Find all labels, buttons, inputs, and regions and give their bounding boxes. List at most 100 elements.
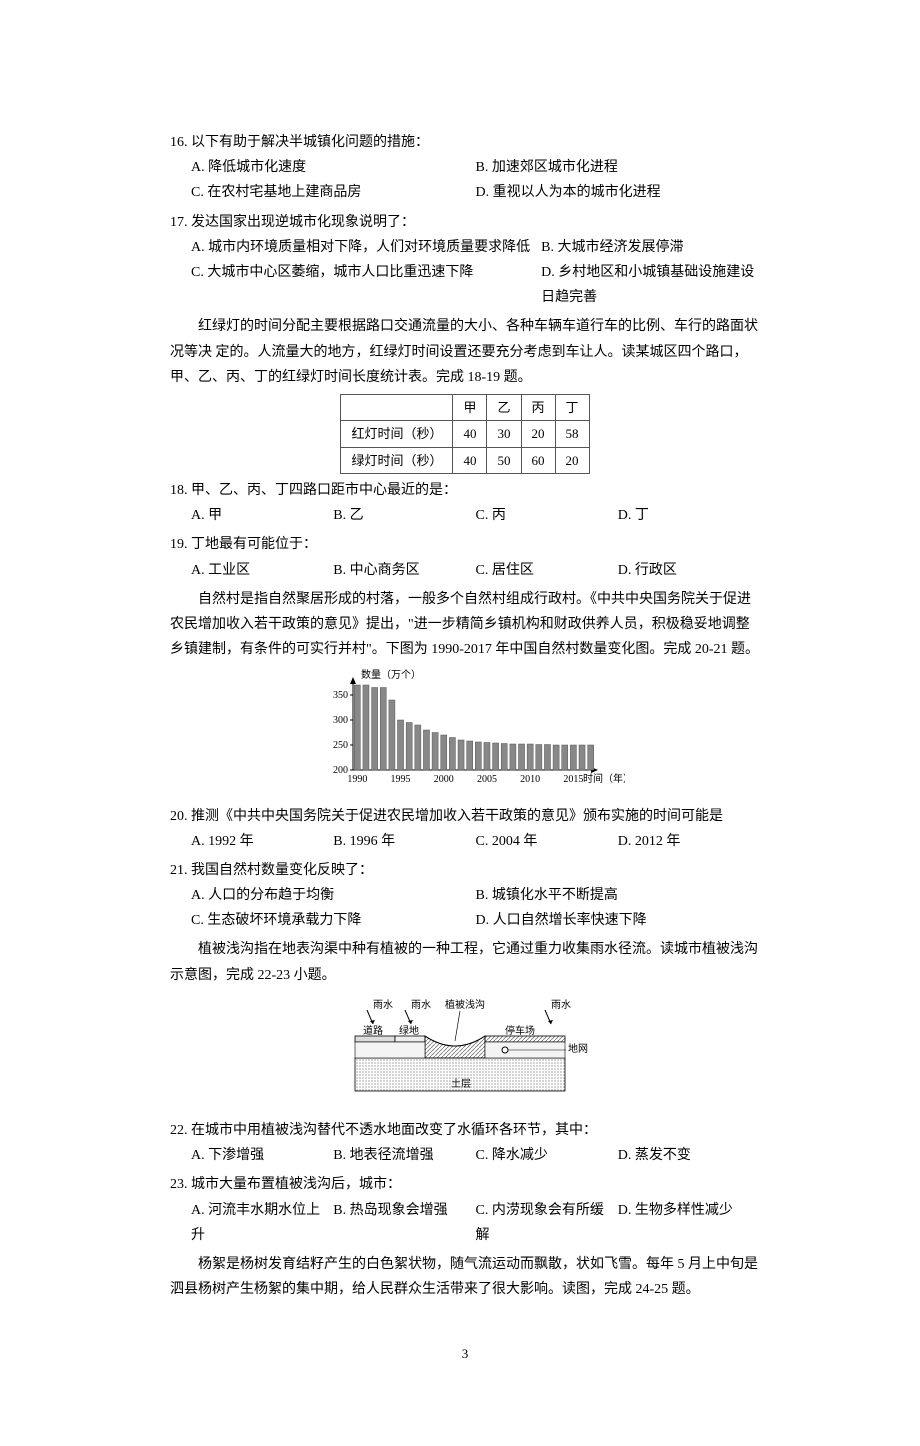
cell: 50: [487, 447, 521, 473]
q17-row1: A. 城市内环境质量相对下降，人们对环境质量要求降低 B. 大城市经济发展停滞: [170, 235, 760, 260]
q18-opt-c: C. 丙: [476, 503, 618, 528]
q19-stem: 19. 丁地最有可能位于：: [170, 532, 760, 557]
vegetation-gutter-diagram: 雨水 雨水 植被浅沟 雨水道路 绿地 停车场地网土层: [170, 996, 760, 1110]
question-22: 22. 在城市中用植被浅沟替代不透水地面改变了水循环各环节，其中： A. 下渗增…: [170, 1118, 760, 1168]
q23-opt-c: C. 内涝现象会有所缓解: [476, 1198, 618, 1248]
q16-row1: A. 降低城市化速度 B. 加速郊区城市化进程: [170, 155, 760, 180]
q22-stem: 22. 在城市中用植被浅沟替代不透水地面改变了水循环各环节，其中：: [170, 1118, 760, 1143]
q17-stem: 17. 发达国家出现逆城市化现象说明了：: [170, 210, 760, 235]
table-row: 甲 乙 丙 丁: [341, 394, 589, 420]
svg-text:植被浅沟: 植被浅沟: [445, 998, 485, 1011]
q22-opt-d: D. 蒸发不变: [618, 1143, 760, 1168]
q20-options: A. 1992 年 B. 1996 年 C. 2004 年 D. 2012 年: [170, 829, 760, 854]
passage-24-25: 杨絮是杨树发育结籽产生的白色絮状物，随气流运动而飘散，状如飞雪。每年 5 月上中…: [170, 1252, 760, 1302]
svg-text:绿地: 绿地: [399, 1024, 419, 1037]
svg-text:停车场: 停车场: [505, 1024, 535, 1037]
q17-opt-b: B. 大城市经济发展停滞: [541, 235, 760, 260]
question-17: 17. 发达国家出现逆城市化现象说明了： A. 城市内环境质量相对下降，人们对环…: [170, 210, 760, 311]
q22-options: A. 下渗增强 B. 地表径流增强 C. 降水减少 D. 蒸发不变: [170, 1143, 760, 1168]
passage-20-21: 自然村是指自然聚居形成的村落，一般多个自然村组成行政村。《中共中央国务院关于促进…: [170, 587, 760, 663]
svg-text:地网: 地网: [568, 1042, 588, 1055]
q18-options: A. 甲 B. 乙 C. 丙 D. 丁: [170, 503, 760, 528]
q16-opt-b: B. 加速郊区城市化进程: [476, 155, 761, 180]
q21-row2: C. 生态破坏环境承载力下降 D. 人口自然增长率快速下降: [170, 908, 760, 933]
q18-stem: 18. 甲、乙、丙、丁四路口距市中心最近的是：: [170, 478, 760, 503]
q23-stem: 23. 城市大量布置植被浅沟后，城市：: [170, 1172, 760, 1197]
svg-text:250: 250: [333, 740, 348, 751]
cell: 30: [487, 421, 521, 447]
th-jia: 甲: [453, 394, 487, 420]
q21-row1: A. 人口的分布趋于均衡 B. 城镇化水平不断提高: [170, 883, 760, 908]
svg-text:数量（万个）: 数量（万个）: [361, 668, 421, 681]
traffic-light-table: 甲 乙 丙 丁 红灯时间（秒） 40 30 20 58 绿灯时间（秒） 40 5…: [340, 394, 589, 474]
cell: 58: [555, 421, 589, 447]
question-19: 19. 丁地最有可能位于： A. 工业区 B. 中心商务区 C. 居住区 D. …: [170, 532, 760, 582]
svg-text:雨水: 雨水: [373, 999, 393, 1011]
svg-text:雨水: 雨水: [551, 999, 571, 1011]
question-20: 20. 推测《中共中央国务院关于促进农民增加收入若干政策的意见》颁布实施的时间可…: [170, 804, 760, 854]
passage-18-19: 红绿灯的时间分配主要根据路口交通流量的大小、各种车辆车道行车的比例、车行的路面状…: [170, 314, 760, 390]
th-yi: 乙: [487, 394, 521, 420]
q16-opt-a: A. 降低城市化速度: [191, 155, 476, 180]
q22-opt-c: C. 降水减少: [476, 1143, 618, 1168]
q18-opt-b: B. 乙: [333, 503, 475, 528]
q23-opt-b: B. 热岛现象会增强: [333, 1198, 475, 1248]
svg-text:2000: 2000: [434, 774, 454, 785]
q19-opt-d: D. 行政区: [618, 558, 760, 583]
th-ding: 丁: [555, 394, 589, 420]
cell: 60: [521, 447, 555, 473]
svg-text:350: 350: [333, 690, 348, 701]
q19-opt-c: C. 居住区: [476, 558, 618, 583]
q20-stem: 20. 推测《中共中央国务院关于促进农民增加收入若干政策的意见》颁布实施的时间可…: [170, 804, 760, 829]
q21-opt-b: B. 城镇化水平不断提高: [476, 883, 761, 908]
q22-opt-a: A. 下渗增强: [191, 1143, 333, 1168]
village-count-chart: 200250300350数量（万个）时间（年）19901995200020052…: [170, 668, 760, 797]
svg-text:雨水: 雨水: [411, 999, 431, 1011]
q17-opt-d: D. 乡村地区和小城镇基础设施建设日趋完善: [541, 260, 760, 310]
row-green-label: 绿灯时间（秒）: [341, 447, 453, 473]
cell: 20: [555, 447, 589, 473]
q16-opt-c: C. 在农村宅基地上建商品房: [191, 180, 476, 205]
svg-text:2015: 2015: [563, 774, 583, 785]
q22-opt-b: B. 地表径流增强: [333, 1143, 475, 1168]
question-16: 16. 以下有助于解决半城镇化问题的措施： A. 降低城市化速度 B. 加速郊区…: [170, 130, 760, 206]
question-21: 21. 我国自然村数量变化反映了： A. 人口的分布趋于均衡 B. 城镇化水平不…: [170, 858, 760, 934]
svg-text:2010: 2010: [520, 774, 540, 785]
q16-opt-d: D. 重视以人为本的城市化进程: [476, 180, 761, 205]
q20-opt-c: C. 2004 年: [476, 829, 618, 854]
q23-opt-a: A. 河流丰水期水位上升: [191, 1198, 333, 1248]
row-red-label: 红灯时间（秒）: [341, 421, 453, 447]
q20-opt-d: D. 2012 年: [618, 829, 760, 854]
q17-row2: C. 大城市中心区萎缩，城市人口比重迅速下降 D. 乡村地区和小城镇基础设施建设…: [170, 260, 760, 310]
cell: 40: [453, 447, 487, 473]
q16-row2: C. 在农村宅基地上建商品房 D. 重视以人为本的城市化进程: [170, 180, 760, 205]
question-18: 18. 甲、乙、丙、丁四路口距市中心最近的是： A. 甲 B. 乙 C. 丙 D…: [170, 478, 760, 528]
svg-text:1995: 1995: [391, 774, 411, 785]
q23-opt-d: D. 生物多样性减少: [618, 1198, 760, 1248]
q21-opt-a: A. 人口的分布趋于均衡: [191, 883, 476, 908]
svg-text:道路: 道路: [363, 1024, 383, 1037]
svg-text:200: 200: [333, 765, 348, 776]
svg-text:土层: 土层: [451, 1077, 471, 1090]
q19-options: A. 工业区 B. 中心商务区 C. 居住区 D. 行政区: [170, 558, 760, 583]
q18-opt-d: D. 丁: [618, 503, 760, 528]
table-row: 红灯时间（秒） 40 30 20 58: [341, 421, 589, 447]
q21-opt-d: D. 人口自然增长率快速下降: [476, 908, 761, 933]
th-blank: [341, 394, 453, 420]
q19-opt-a: A. 工业区: [191, 558, 333, 583]
cross-section-diagram: 雨水 雨水 植被浅沟 雨水道路 绿地 停车场地网土层: [335, 996, 595, 1101]
q20-opt-b: B. 1996 年: [333, 829, 475, 854]
cell: 40: [453, 421, 487, 447]
svg-text:1990: 1990: [347, 774, 367, 785]
svg-text:300: 300: [333, 715, 348, 726]
svg-text:时间（年）: 时间（年）: [583, 772, 625, 785]
page-number: 3: [170, 1342, 760, 1365]
bar-chart: 200250300350数量（万个）时间（年）19901995200020052…: [305, 668, 625, 788]
q23-options: A. 河流丰水期水位上升 B. 热岛现象会增强 C. 内涝现象会有所缓解 D. …: [170, 1198, 760, 1248]
th-bing: 丙: [521, 394, 555, 420]
cell: 20: [521, 421, 555, 447]
table-row: 绿灯时间（秒） 40 50 60 20: [341, 447, 589, 473]
passage-22-23: 植被浅沟指在地表沟渠中种有植被的一种工程，它通过重力收集雨水径流。读城市植被浅沟…: [170, 937, 760, 987]
q17-opt-c: C. 大城市中心区萎缩，城市人口比重迅速下降: [191, 260, 541, 310]
q21-opt-c: C. 生态破坏环境承载力下降: [191, 908, 476, 933]
